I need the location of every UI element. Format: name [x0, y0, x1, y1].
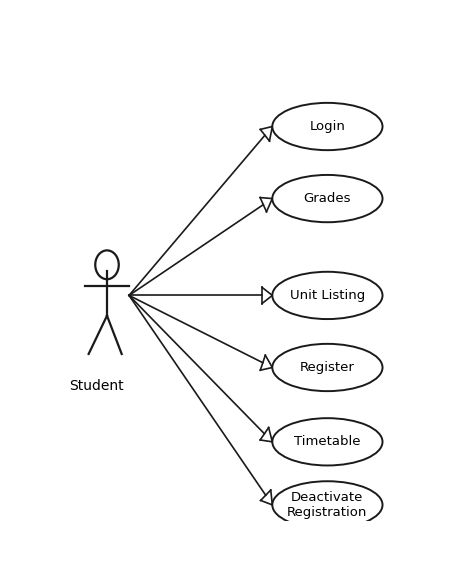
Ellipse shape — [272, 481, 383, 528]
Text: Register: Register — [300, 361, 355, 374]
Text: Timetable: Timetable — [294, 435, 361, 448]
Ellipse shape — [272, 175, 383, 222]
Text: Deactivate
Registration: Deactivate Registration — [287, 491, 368, 519]
Ellipse shape — [272, 344, 383, 391]
Text: Login: Login — [310, 120, 346, 133]
Text: Unit Listing: Unit Listing — [290, 289, 365, 302]
Ellipse shape — [272, 272, 383, 319]
Text: Grades: Grades — [304, 192, 351, 205]
Text: Student: Student — [69, 378, 123, 393]
Ellipse shape — [272, 418, 383, 466]
Ellipse shape — [272, 103, 383, 150]
